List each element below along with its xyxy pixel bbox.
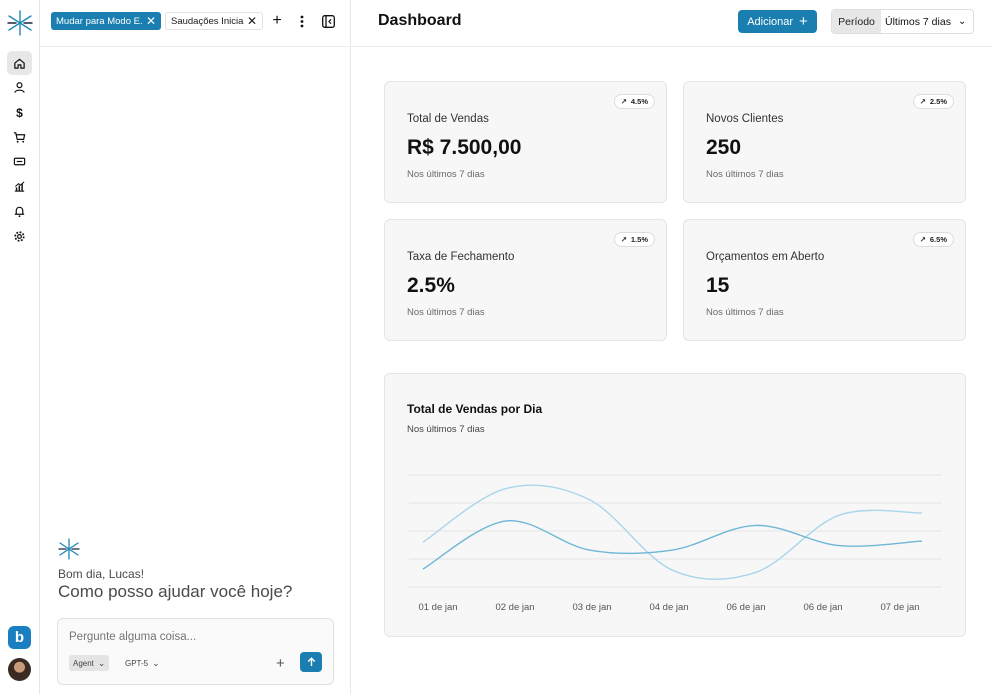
kpi-value: R$ 7.500,00	[407, 136, 522, 159]
kpi-value: 2.5%	[407, 274, 455, 297]
kpi-subtitle: Nos últimos 7 dias	[706, 307, 784, 318]
chart-icon	[14, 180, 25, 192]
rail-item-users[interactable]	[7, 75, 32, 99]
kpi-title: Novos Clientes	[706, 113, 784, 125]
rail-item-cart[interactable]	[7, 125, 32, 149]
trend-badge: ↗ 6.5%	[912, 232, 954, 247]
collapse-panel-icon[interactable]	[321, 13, 335, 29]
kpi-title: Taxa de Fechamento	[407, 251, 515, 263]
rail-item-notifications[interactable]	[7, 199, 32, 223]
close-icon[interactable]: ✕	[246, 14, 257, 28]
kpi-card-sales: ↗ 4.5% Total de Vendas R$ 7.500,00 Nos úl…	[384, 81, 667, 203]
x-tick-label: 01 de jan	[418, 602, 457, 613]
model-selector[interactable]: GPT-5 ⌄	[121, 655, 164, 671]
x-tick-label: 04 de jan	[649, 602, 688, 613]
kpi-title: Total de Vendas	[407, 113, 489, 125]
chat-panel: Mudar para Modo E... ✕ Saudações Iniciai…	[40, 0, 351, 694]
arrow-up-icon	[307, 657, 315, 666]
brand-star-icon[interactable]	[7, 10, 33, 36]
plus-icon: +	[799, 13, 808, 30]
assistant-star-icon	[58, 538, 80, 560]
kpi-card-open-quotes: ↗ 6.5% Orçamentos em Aberto 15 Nos último…	[683, 219, 966, 341]
greeting-text: Bom dia, Lucas!	[58, 567, 145, 581]
add-button-label: Adicionar	[747, 15, 794, 28]
mode-label: Agent	[73, 658, 94, 668]
kpi-value: 250	[706, 136, 742, 159]
bell-icon	[14, 206, 25, 217]
rail-item-settings[interactable]	[7, 224, 32, 248]
kpi-card-close-rate: ↗ 1.5% Taxa de Fechamento 2.5% Nos último…	[384, 219, 667, 341]
cart-icon	[13, 131, 26, 143]
chat-tabbar: Mudar para Modo E... ✕ Saudações Iniciai…	[40, 0, 351, 47]
chat-tab-label: Saudações Iniciais	[171, 15, 244, 27]
more-vertical-icon[interactable]	[295, 13, 309, 29]
x-tick-label: 07 de jan	[880, 602, 919, 613]
trend-value: 1.5%	[630, 235, 648, 244]
user-icon	[14, 81, 25, 93]
rail-item-tickets[interactable]	[7, 149, 32, 173]
rail-item-finance[interactable]: $	[7, 100, 32, 124]
period-select[interactable]: Últimos 7 dias ⌄	[881, 10, 973, 33]
rail-item-reports[interactable]	[7, 174, 32, 198]
kpi-subtitle: Nos últimos 7 dias	[706, 169, 784, 180]
x-tick-label: 02 de jan	[495, 602, 534, 613]
svg-text:$: $	[16, 106, 23, 119]
trend-badge: ↗ 2.5%	[912, 94, 954, 109]
dashboard-main: Dashboard Adicionar + Período Últimos 7 …	[351, 0, 993, 694]
chat-tab[interactable]: Saudações Iniciais ✕	[165, 12, 263, 30]
arrow-up-right-icon: ↗	[620, 235, 627, 244]
icon-rail: $ b	[0, 0, 40, 694]
model-label: GPT-5	[125, 658, 149, 668]
attach-plus-icon[interactable]: +	[276, 655, 285, 672]
series-line-1	[422, 484, 923, 580]
chat-input[interactable]	[69, 631, 319, 643]
period-filter: Período Últimos 7 dias ⌄	[831, 9, 974, 34]
dollar-icon: $	[16, 106, 23, 119]
sales-line-chart: 01 de jan 02 de jan 03 de jan 04 de jan 06 d…	[409, 474, 942, 613]
dashboard-header: Dashboard Adicionar + Período Últimos 7 …	[351, 0, 993, 47]
rail-item-home[interactable]	[7, 51, 32, 75]
chevron-down-icon: ⌄	[97, 657, 106, 668]
trend-value: 4.5%	[630, 97, 648, 106]
period-label: Período	[832, 10, 881, 33]
page-title: Dashboard	[378, 12, 462, 29]
kpi-subtitle: Nos últimos 7 dias	[407, 169, 485, 180]
x-tick-label: 06 de jan	[726, 602, 765, 613]
chevron-down-icon: ⌄	[152, 657, 160, 668]
sales-chart-card: Total de Vendas por Dia Nos últimos 7 di…	[384, 373, 966, 637]
series-line-2	[422, 520, 923, 570]
kpi-value: 15	[706, 274, 730, 297]
mode-selector[interactable]: Agent ⌄	[69, 655, 110, 671]
chat-tab-active[interactable]: Mudar para Modo E... ✕	[51, 12, 161, 30]
ticket-icon	[13, 157, 26, 165]
arrow-up-right-icon: ↗	[919, 235, 926, 244]
trend-value: 6.5%	[929, 235, 947, 244]
trend-value: 2.5%	[929, 97, 947, 106]
arrow-up-right-icon: ↗	[620, 97, 627, 106]
trend-badge: ↗ 4.5%	[613, 94, 655, 109]
period-value: Últimos 7 dias	[885, 15, 951, 28]
avatar[interactable]	[8, 658, 31, 681]
chart-subtitle: Nos últimos 7 dias	[407, 424, 485, 435]
x-tick-label: 03 de jan	[572, 602, 611, 613]
gear-icon	[14, 230, 25, 242]
close-icon[interactable]: ✕	[145, 14, 156, 28]
chat-tab-label: Mudar para Modo E...	[56, 15, 143, 27]
kpi-title: Orçamentos em Aberto	[706, 251, 825, 263]
greeting-prompt: Como posso ajudar você hoje?	[58, 582, 293, 601]
x-tick-label: 06 de jan	[803, 602, 842, 613]
kpi-card-clients: ↗ 2.5% Novos Clientes 250 Nos últimos 7 d…	[683, 81, 966, 203]
arrow-up-right-icon: ↗	[919, 97, 926, 106]
home-icon	[14, 58, 25, 69]
new-chat-plus-icon[interactable]: +	[272, 12, 282, 29]
add-button[interactable]: Adicionar +	[738, 10, 817, 33]
chevron-down-icon: ⌄	[957, 16, 967, 27]
trend-badge: ↗ 1.5%	[613, 232, 655, 247]
chart-title: Total de Vendas por Dia	[407, 402, 543, 416]
chat-composer: Agent ⌄ GPT-5 ⌄ +	[57, 618, 334, 685]
send-button[interactable]	[300, 652, 322, 672]
kpi-subtitle: Nos últimos 7 dias	[407, 307, 485, 318]
brand-b-logo[interactable]: b	[8, 626, 31, 649]
